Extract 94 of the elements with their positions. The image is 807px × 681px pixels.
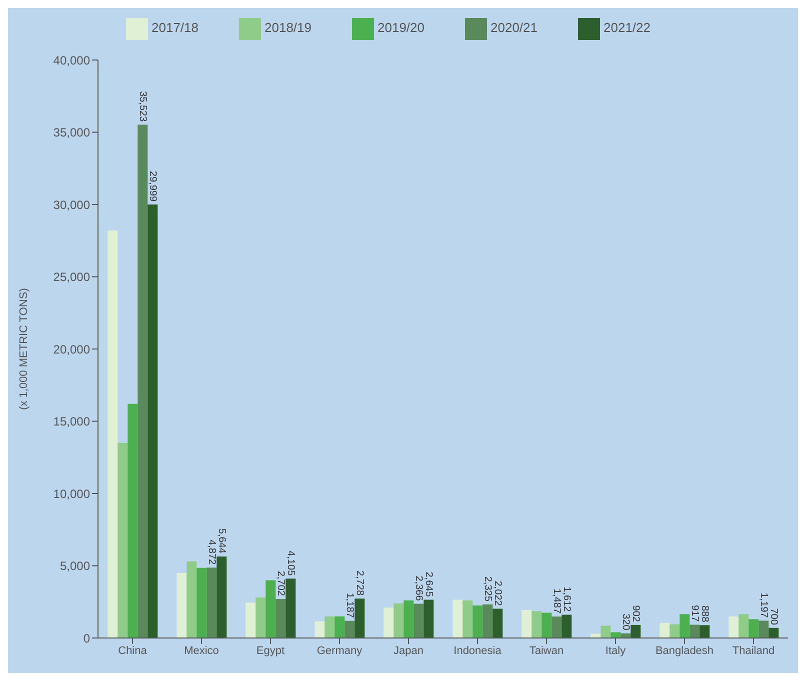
data-label: 2,022 xyxy=(492,580,504,606)
x-tick-label: Thailand xyxy=(732,644,775,657)
data-label: 2,702 xyxy=(275,570,286,596)
data-label: 4,105 xyxy=(285,550,296,576)
data-label: 320 xyxy=(620,614,632,631)
data-label: 4,872 xyxy=(206,540,218,566)
y-tick-label: 0 xyxy=(83,631,90,646)
data-label: 1,612 xyxy=(561,586,572,612)
legend-label: 2020/21 xyxy=(490,20,538,36)
bar xyxy=(630,624,641,638)
bar xyxy=(610,632,621,638)
bar xyxy=(276,598,286,638)
data-label: 2,366 xyxy=(413,576,424,602)
bar xyxy=(324,616,335,638)
legend-label: 2019/20 xyxy=(378,20,424,36)
y-axis-title: (x 1,000 METRIC TONS) xyxy=(18,288,30,410)
data-label: 1,197 xyxy=(758,592,770,618)
bar xyxy=(344,620,355,638)
x-tick-label: Bangladesh xyxy=(655,644,714,657)
bar xyxy=(138,124,148,638)
x-tick-label: China xyxy=(118,644,148,657)
bar xyxy=(590,634,601,638)
bar xyxy=(314,621,325,638)
bar xyxy=(414,604,424,638)
bar xyxy=(552,616,562,638)
bar xyxy=(700,625,710,638)
bar xyxy=(542,612,552,638)
data-label: 1,487 xyxy=(551,588,562,614)
y-tick-label: 5,000 xyxy=(60,559,90,574)
legend-label: 2018/19 xyxy=(264,20,312,36)
bar xyxy=(758,620,769,638)
bar xyxy=(462,600,473,638)
x-tick-label: Indonesia xyxy=(454,644,502,657)
y-tick-label: 10,000 xyxy=(53,486,90,501)
bar xyxy=(562,614,572,638)
bar xyxy=(108,230,118,638)
bar xyxy=(196,568,207,638)
bar xyxy=(424,600,434,638)
data-label: 917 xyxy=(689,605,700,622)
x-tick-label: Japan xyxy=(394,644,424,657)
data-label: 2,645 xyxy=(423,572,434,598)
bar xyxy=(600,626,611,638)
bar xyxy=(286,578,296,638)
bar xyxy=(492,608,503,638)
bar xyxy=(118,442,128,638)
bar xyxy=(660,622,670,638)
bar xyxy=(452,600,463,638)
bar xyxy=(148,204,158,638)
x-tick-label: Italy xyxy=(605,644,626,657)
x-tick-label: Mexico xyxy=(184,644,219,657)
y-tick-label: 35,000 xyxy=(53,126,90,140)
data-label: 2,325 xyxy=(482,576,494,602)
bar xyxy=(690,624,700,638)
legend-label: 2017/18 xyxy=(152,20,198,36)
y-tick-label: 30,000 xyxy=(53,198,90,212)
data-label: 35,523 xyxy=(137,91,148,122)
x-tick-label: Taiwan xyxy=(529,644,564,657)
bar xyxy=(532,611,542,638)
bar xyxy=(404,600,414,638)
y-tick-label: 15,000 xyxy=(53,414,90,429)
bar xyxy=(384,608,394,638)
bar xyxy=(738,614,749,638)
data-label: 29,999 xyxy=(147,170,158,202)
y-tick-label: 40,000 xyxy=(53,53,90,68)
bar xyxy=(176,572,187,638)
bar xyxy=(768,628,779,638)
bar xyxy=(472,605,483,638)
data-label: 888 xyxy=(699,605,710,623)
y-tick-label: 20,000 xyxy=(53,342,90,356)
bar xyxy=(680,614,690,638)
data-label: 2,728 xyxy=(354,570,366,596)
bar xyxy=(128,404,138,638)
bar xyxy=(266,580,276,638)
bar xyxy=(522,610,532,638)
bar xyxy=(354,598,365,638)
legend-label: 2021/22 xyxy=(604,20,650,36)
bar xyxy=(334,616,345,638)
data-label: 1,187 xyxy=(344,592,356,618)
bar xyxy=(216,556,227,638)
bar xyxy=(186,561,197,638)
y-tick-label: 25,000 xyxy=(53,270,90,284)
bar xyxy=(728,616,739,638)
bar xyxy=(206,568,217,638)
bar xyxy=(246,602,256,638)
data-label: 700 xyxy=(768,608,780,626)
x-tick-label: Germany xyxy=(316,644,363,657)
x-tick-label: Egypt xyxy=(256,644,285,657)
bar xyxy=(482,604,493,638)
bar xyxy=(670,624,680,638)
bar xyxy=(748,619,759,638)
data-label: 5,644 xyxy=(216,528,228,554)
bar xyxy=(256,598,266,638)
bar xyxy=(394,603,404,638)
data-label: 902 xyxy=(630,605,642,622)
